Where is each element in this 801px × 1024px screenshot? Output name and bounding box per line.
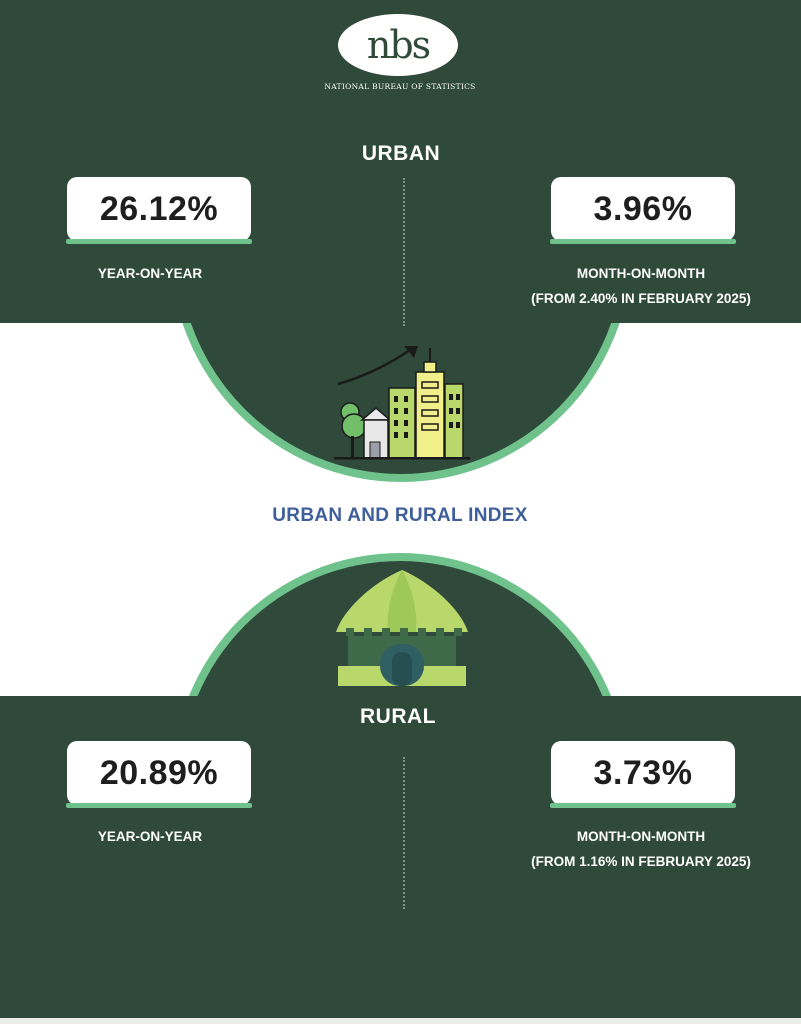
urban-yoy-value: 26.12% <box>67 177 251 241</box>
urban-mom-underline <box>550 239 736 244</box>
urban-title: URBAN <box>361 142 441 165</box>
rural-yoy-underline <box>66 803 252 808</box>
city-growth-icon <box>334 346 470 460</box>
bottom-border <box>0 1018 801 1024</box>
rural-yoy-label: YEAR-ON-YEAR <box>97 829 203 844</box>
rural-title: RURAL <box>360 705 436 728</box>
logo-text: nbs <box>366 23 431 67</box>
hut-icon <box>336 570 468 686</box>
urban-divider <box>403 178 405 326</box>
rural-mom-label: MONTH-ON-MONTH <box>576 829 706 844</box>
urban-mom-label: MONTH-ON-MONTH <box>576 266 706 281</box>
nbs-logo: nbs <box>338 14 458 76</box>
agency-name: NATIONAL BUREAU OF STATISTICS <box>324 82 476 91</box>
rural-yoy-value: 20.89% <box>67 741 251 805</box>
index-title: URBAN AND RURAL INDEX <box>272 505 528 526</box>
rural-mom-underline <box>550 803 736 808</box>
urban-mom-note: (FROM 2.40% IN FEBRUARY 2025) <box>531 291 751 306</box>
rural-arc-fill <box>178 696 624 1016</box>
urban-yoy-label: YEAR-ON-YEAR <box>97 266 203 281</box>
urban-yoy-underline <box>66 239 252 244</box>
urban-mom-value: 3.96% <box>551 177 735 241</box>
rural-divider <box>403 757 405 909</box>
rural-mom-value: 3.73% <box>551 741 735 805</box>
rural-mom-note: (FROM 1.16% IN FEBRUARY 2025) <box>531 854 751 869</box>
